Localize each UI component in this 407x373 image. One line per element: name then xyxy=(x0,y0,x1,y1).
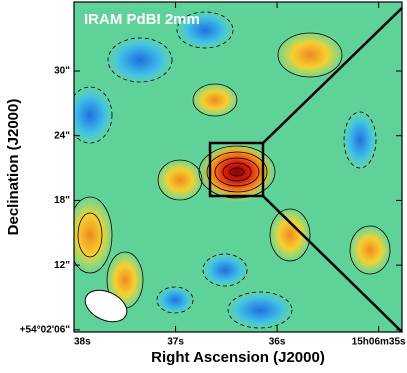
x-tick-label: 37s xyxy=(167,337,184,348)
y-tick-label: 18" xyxy=(54,195,70,206)
x-tick-label: 15h06m35s xyxy=(352,337,406,348)
zoom-line xyxy=(262,7,403,144)
zoom-line xyxy=(262,195,403,333)
x-tick-label: 38s xyxy=(74,337,91,348)
plot-frame xyxy=(73,1,403,333)
y-tick-label: 12" xyxy=(54,260,70,271)
x-tick-label: 36s xyxy=(269,337,286,348)
zoom-box xyxy=(208,141,265,198)
y-axis-title: Declination (J2000) xyxy=(5,99,22,236)
y-tick-label: +54°02'06" xyxy=(20,324,71,335)
y-tick-label: 30" xyxy=(54,66,70,77)
beam xyxy=(84,289,128,323)
map-image xyxy=(74,2,402,332)
chart-title: IRAM PdBI 2mm xyxy=(84,11,200,28)
x-axis-title: Right Ascension (J2000) xyxy=(151,349,325,366)
y-tick-label: 24" xyxy=(54,130,70,141)
